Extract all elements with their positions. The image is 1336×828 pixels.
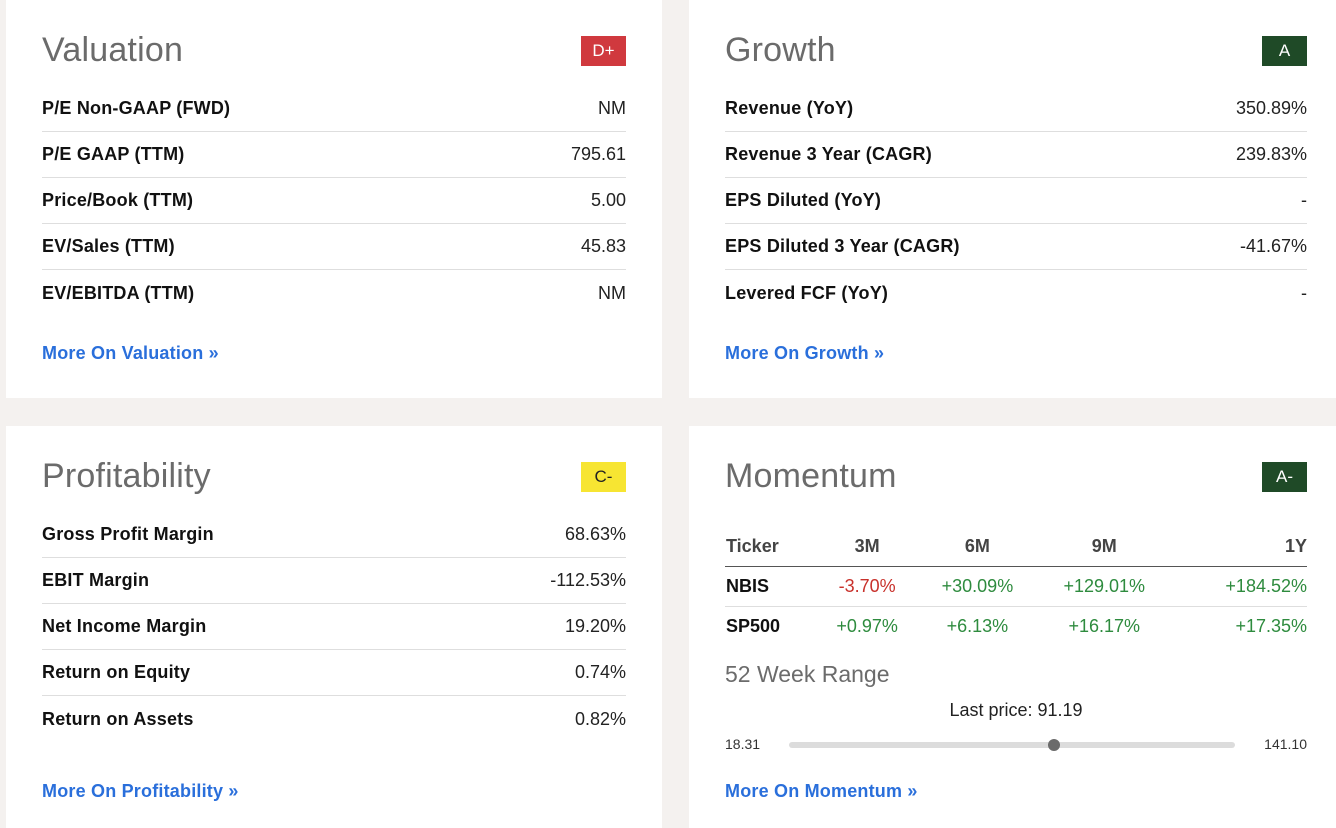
growth-title: Growth xyxy=(725,31,836,69)
metric-label: Revenue 3 Year (CAGR) xyxy=(725,144,932,164)
growth-grade-badge: A xyxy=(1262,36,1307,66)
metric-row: Gross Profit Margin 68.63% xyxy=(42,512,626,558)
last-price-label: Last price: 91.19 xyxy=(949,700,1083,720)
column-header: 3M xyxy=(816,528,919,567)
return-cell: +6.13% xyxy=(946,615,1009,636)
metric-label: Levered FCF (YoY) xyxy=(725,282,889,303)
table-row: NBIS -3.70% +30.09% +129.01% +184.52% xyxy=(725,566,1307,607)
metric-label: EV/Sales (TTM) xyxy=(42,236,175,256)
return-cell: +30.09% xyxy=(918,566,1037,607)
table-row: SP500 +0.97% +6.13% +16.17% +17.35% xyxy=(725,606,1307,646)
metric-row: Price/Book (TTM) 5.00 xyxy=(42,178,626,224)
52-week-range-track xyxy=(789,739,1235,751)
metric-value: -112.53% xyxy=(550,570,626,590)
valuation-title: Valuation xyxy=(42,31,184,69)
momentum-card: Momentum A- Ticker 3M 6M 9M 1Y NBIS -3.7… xyxy=(689,426,1336,828)
range-high-value: 141.10 xyxy=(1264,736,1307,752)
metric-row: EV/EBITDA (TTM) NM xyxy=(42,270,626,316)
metric-value: - xyxy=(1301,190,1307,210)
profitability-metrics-list: Gross Profit Margin 68.63% EBIT Margin -11… xyxy=(42,512,626,742)
momentum-table-header: Ticker 3M 6M 9M 1Y xyxy=(725,528,1307,567)
ticker-cell: NBIS xyxy=(725,566,817,607)
return-cell: -3.70% xyxy=(816,566,919,607)
metric-row: EBIT Margin -112.53% xyxy=(42,558,626,604)
metric-value: 5.00 xyxy=(590,190,626,210)
metric-row: Levered FCF (YoY) - xyxy=(725,270,1307,316)
metric-value: 0.82% xyxy=(574,708,626,729)
more-on-profitability-link[interactable]: More On Profitability » xyxy=(42,781,239,801)
metric-row: EPS Diluted 3 Year (CAGR) -41.67% xyxy=(725,224,1307,270)
metric-label: EPS Diluted 3 Year (CAGR) xyxy=(725,236,960,256)
metric-value: 19.20% xyxy=(564,616,626,636)
metric-value: 795.61 xyxy=(570,144,626,164)
metric-label: EV/EBITDA (TTM) xyxy=(42,282,195,303)
52-week-range-title: 52 Week Range xyxy=(725,661,890,687)
column-header: 6M xyxy=(918,528,1037,567)
metric-label: P/E Non-GAAP (FWD) xyxy=(42,98,231,118)
metric-row: Return on Equity 0.74% xyxy=(42,650,626,696)
metric-row: Net Income Margin 19.20% xyxy=(42,604,626,650)
return-cell: +0.97% xyxy=(836,615,898,636)
metric-label: Return on Assets xyxy=(42,708,194,729)
growth-card: Growth A Revenue (YoY) 350.89% Revenue 3 … xyxy=(689,0,1336,398)
metric-label: Return on Equity xyxy=(42,662,191,682)
metric-label: Gross Profit Margin xyxy=(42,524,214,544)
metric-row: Revenue (YoY) 350.89% xyxy=(725,86,1307,132)
metric-label: EBIT Margin xyxy=(42,570,150,590)
ticker-cell: SP500 xyxy=(726,615,781,636)
metric-label: P/E GAAP (TTM) xyxy=(42,144,185,164)
more-on-growth-link[interactable]: More On Growth » xyxy=(725,343,885,363)
range-low-value: 18.31 xyxy=(725,736,761,752)
growth-metrics-list: Revenue (YoY) 350.89% Revenue 3 Year (CAG… xyxy=(725,86,1307,316)
metric-value: NM xyxy=(598,282,626,303)
momentum-table: Ticker 3M 6M 9M 1Y NBIS -3.70% +30.09% +… xyxy=(725,528,1307,646)
metric-row: P/E GAAP (TTM) 795.61 xyxy=(42,132,626,178)
profitability-title: Profitability xyxy=(42,457,211,495)
return-cell: +17.35% xyxy=(1235,615,1307,636)
metric-label: Revenue (YoY) xyxy=(725,98,854,118)
return-cell: +129.01% xyxy=(1036,566,1172,607)
metric-value: -41.67% xyxy=(1239,236,1307,256)
metric-row: EPS Diluted (YoY) - xyxy=(725,178,1307,224)
metric-row: Return on Assets 0.82% xyxy=(42,696,626,742)
column-header: 1Y xyxy=(1171,528,1307,567)
profitability-grade-badge: C- xyxy=(581,462,626,492)
metric-value: NM xyxy=(598,98,626,118)
metric-row: EV/Sales (TTM) 45.83 xyxy=(42,224,626,270)
more-on-momentum-link[interactable]: More On Momentum » xyxy=(725,781,918,801)
last-price-marker xyxy=(1047,739,1060,751)
metric-label: EPS Diluted (YoY) xyxy=(725,190,882,210)
metric-value: 68.63% xyxy=(564,524,626,544)
column-header: 9M xyxy=(1036,528,1172,567)
metric-value: 239.83% xyxy=(1235,144,1307,164)
valuation-grade-badge: D+ xyxy=(581,36,626,66)
momentum-title: Momentum xyxy=(725,457,897,495)
valuation-card: Valuation D+ P/E Non-GAAP (FWD) NM P/E GA… xyxy=(6,0,662,398)
metric-value: 0.74% xyxy=(574,662,626,682)
valuation-metrics-list: P/E Non-GAAP (FWD) NM P/E GAAP (TTM) 795.6… xyxy=(42,86,626,316)
metric-label: Net Income Margin xyxy=(42,616,207,636)
metric-value: 350.89% xyxy=(1235,98,1307,118)
metric-value: - xyxy=(1301,282,1307,303)
column-header: Ticker xyxy=(725,528,817,567)
momentum-grade-badge: A- xyxy=(1262,462,1307,492)
profitability-card: Profitability C- Gross Profit Margin 68.6… xyxy=(6,426,662,828)
return-cell: +16.17% xyxy=(1068,615,1141,636)
more-on-valuation-link[interactable]: More On Valuation » xyxy=(42,343,219,363)
metric-row: P/E Non-GAAP (FWD) NM xyxy=(42,86,626,132)
metric-value: 45.83 xyxy=(580,236,626,256)
metric-label: Price/Book (TTM) xyxy=(42,190,194,210)
metric-row: Revenue 3 Year (CAGR) 239.83% xyxy=(725,132,1307,178)
return-cell: +184.52% xyxy=(1171,566,1307,607)
